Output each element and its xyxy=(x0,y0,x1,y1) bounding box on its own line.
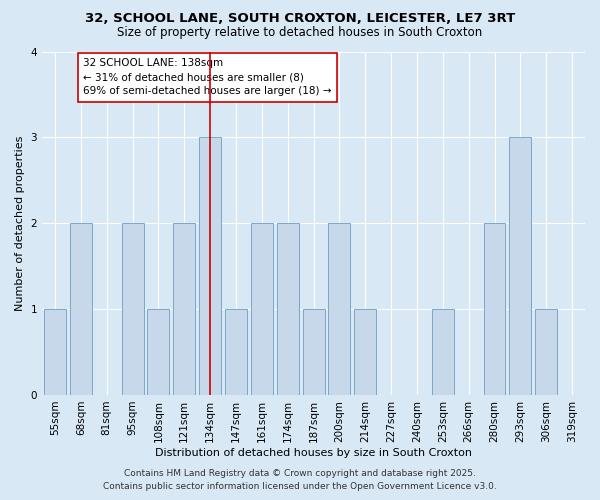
Bar xyxy=(251,223,273,395)
Bar xyxy=(173,223,195,395)
Text: 32 SCHOOL LANE: 138sqm
← 31% of detached houses are smaller (8)
69% of semi-deta: 32 SCHOOL LANE: 138sqm ← 31% of detached… xyxy=(83,58,332,96)
X-axis label: Distribution of detached houses by size in South Croxton: Distribution of detached houses by size … xyxy=(155,448,472,458)
Bar xyxy=(225,309,247,395)
Bar xyxy=(199,138,221,395)
Bar xyxy=(122,223,143,395)
Bar xyxy=(70,223,92,395)
Text: 32, SCHOOL LANE, SOUTH CROXTON, LEICESTER, LE7 3RT: 32, SCHOOL LANE, SOUTH CROXTON, LEICESTE… xyxy=(85,12,515,26)
Bar xyxy=(302,309,325,395)
Bar xyxy=(509,138,532,395)
Bar xyxy=(484,223,505,395)
Y-axis label: Number of detached properties: Number of detached properties xyxy=(15,136,25,311)
Text: Contains HM Land Registry data © Crown copyright and database right 2025.
Contai: Contains HM Land Registry data © Crown c… xyxy=(103,470,497,491)
Bar xyxy=(432,309,454,395)
Text: Size of property relative to detached houses in South Croxton: Size of property relative to detached ho… xyxy=(118,26,482,39)
Bar xyxy=(277,223,299,395)
Bar xyxy=(44,309,66,395)
Bar xyxy=(148,309,169,395)
Bar xyxy=(328,223,350,395)
Bar xyxy=(354,309,376,395)
Bar xyxy=(535,309,557,395)
